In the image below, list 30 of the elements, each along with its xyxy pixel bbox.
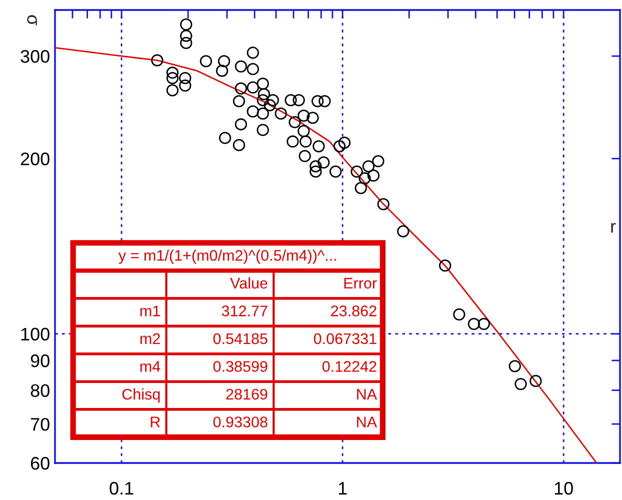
annotation: NA: [357, 416, 378, 428]
annotation: m2: [140, 333, 160, 344]
annotation: Chisq: [122, 388, 160, 403]
annotation: R: [150, 416, 160, 428]
x-axis-title: r: [611, 222, 616, 233]
annotation: y = m1/(1+(m0/m2)^(0.5/m4))^...: [118, 250, 336, 264]
y-tick-label: 70: [30, 418, 50, 431]
y-tick-label: 100: [21, 328, 50, 341]
annotation: 0.54185: [213, 333, 268, 344]
annotation: Value: [230, 277, 268, 289]
annotation: m4: [140, 361, 160, 372]
x-tick-label: 10: [554, 482, 573, 495]
y-axis-title: σ: [27, 15, 37, 26]
x-tick-label: 0.1: [110, 482, 134, 495]
y-tick-label: 60: [30, 456, 50, 470]
annotation: 312.77: [222, 306, 268, 316]
annotation: 0.12242: [322, 361, 376, 372]
annotation: Error: [344, 278, 377, 289]
annotation: 0.93308: [213, 416, 268, 428]
x-tick-label: 1: [338, 482, 347, 495]
annotation: 23.862: [331, 306, 376, 316]
annotation: 28169: [226, 388, 268, 400]
annotation: 0.38599: [213, 361, 268, 372]
annotation: NA: [357, 388, 378, 400]
annotation: 0.067331: [314, 333, 376, 344]
annotation: m1: [140, 306, 160, 316]
y-tick-label: 200: [20, 152, 50, 166]
y-tick-label: 300: [20, 50, 50, 63]
y-tick-label: 80: [30, 384, 50, 397]
y-tick-label: 90: [30, 354, 50, 368]
